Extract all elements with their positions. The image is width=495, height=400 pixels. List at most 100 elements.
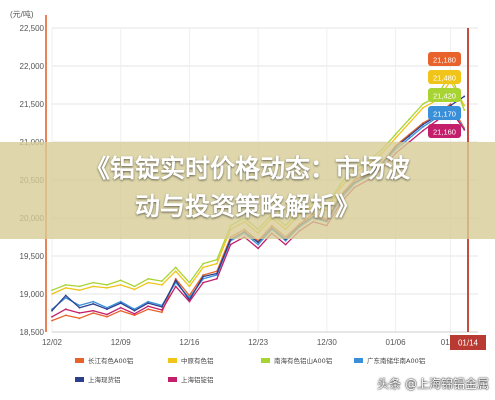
data-point (216, 272, 218, 275)
data-point (51, 293, 53, 295)
data-point (64, 308, 67, 311)
headline-line-2: 动与投资策略解析》 (134, 192, 360, 221)
data-point (106, 308, 108, 311)
data-point (78, 289, 81, 292)
legend-label: 中原有色铝 (181, 356, 214, 365)
data-point (408, 122, 411, 124)
data-point (119, 279, 122, 282)
data-point (161, 280, 163, 282)
data-point (284, 239, 287, 242)
y-tick-label: 18,500 (20, 328, 45, 337)
legend-swatch (354, 358, 363, 363)
data-point (408, 118, 411, 121)
highlight-date-label: 01/14 (458, 339, 479, 348)
data-point (422, 129, 424, 132)
data-point (64, 287, 67, 289)
data-point (106, 306, 108, 309)
data-point (92, 285, 95, 288)
data-point (78, 312, 81, 314)
x-tick-label: 12/30 (317, 338, 338, 347)
data-point (202, 275, 205, 278)
data-point (51, 319, 53, 322)
data-point (174, 279, 177, 282)
value-badge-label: 21,170 (433, 110, 456, 119)
data-point (92, 312, 95, 314)
data-point (257, 247, 260, 250)
data-point (216, 258, 218, 261)
data-point (463, 128, 466, 131)
data-point (106, 283, 108, 286)
data-point (133, 309, 136, 312)
data-point (161, 283, 163, 286)
data-point (216, 262, 218, 265)
data-point (394, 137, 397, 140)
data-point (92, 309, 95, 312)
data-point (147, 277, 150, 280)
value-badge-label: 21,480 (433, 74, 456, 83)
x-tick-label: 12/02 (42, 338, 63, 347)
data-point (51, 289, 53, 292)
data-point (202, 281, 205, 284)
legend-swatch (168, 358, 177, 363)
data-point (188, 281, 191, 284)
data-point (64, 314, 67, 317)
data-point (174, 277, 177, 280)
data-point (257, 241, 260, 244)
value-badge (428, 70, 461, 84)
data-point (463, 109, 466, 111)
data-point (463, 95, 466, 98)
legend-swatch (261, 358, 270, 363)
data-point (92, 302, 95, 305)
data-point (188, 285, 191, 288)
data-point (78, 304, 81, 307)
value-badge-label: 21,180 (433, 56, 456, 65)
unit-label: (元/吨) (10, 9, 34, 19)
data-point (78, 317, 81, 320)
data-point (174, 270, 177, 273)
data-point (106, 287, 108, 289)
highlight-date-badge (450, 335, 486, 350)
data-point (119, 309, 122, 312)
data-point (133, 288, 136, 291)
data-point (51, 309, 53, 312)
legend-swatch (168, 377, 177, 382)
value-badge (428, 124, 461, 138)
data-point (119, 306, 122, 309)
data-point (133, 314, 136, 317)
value-badge (428, 88, 461, 102)
data-point (422, 103, 424, 105)
data-point (64, 296, 67, 299)
data-point (147, 305, 150, 308)
data-point (174, 285, 177, 288)
y-tick-label: 22,500 (20, 24, 45, 33)
data-point (202, 266, 205, 269)
data-point (202, 262, 205, 265)
data-point (422, 122, 424, 124)
data-point (449, 104, 452, 107)
data-point (202, 274, 205, 276)
data-point (147, 300, 150, 303)
data-point (394, 133, 397, 136)
data-point (147, 302, 150, 305)
legend-swatch (75, 358, 84, 363)
value-badge-label: 21,420 (433, 92, 456, 101)
y-tick-label: 19,500 (20, 252, 45, 261)
data-point (422, 125, 424, 128)
data-point (188, 294, 191, 297)
watermark: 头条 @上海锦铝金属 (377, 377, 489, 391)
data-point (216, 274, 218, 276)
data-point (174, 266, 177, 269)
legend-label: 上海铝锭铝 (181, 375, 214, 384)
legend-label: 南海有色铝山A00铝 (274, 356, 332, 365)
legend-label: 上海现货铝 (88, 375, 121, 384)
data-point (78, 285, 81, 288)
data-point (257, 243, 260, 246)
data-point (161, 309, 163, 311)
data-point (422, 123, 424, 126)
legend-label: 长江有色A00铝 (88, 356, 133, 365)
data-point (64, 283, 67, 286)
data-point (147, 281, 150, 284)
data-point (161, 306, 163, 308)
data-point (216, 277, 218, 280)
